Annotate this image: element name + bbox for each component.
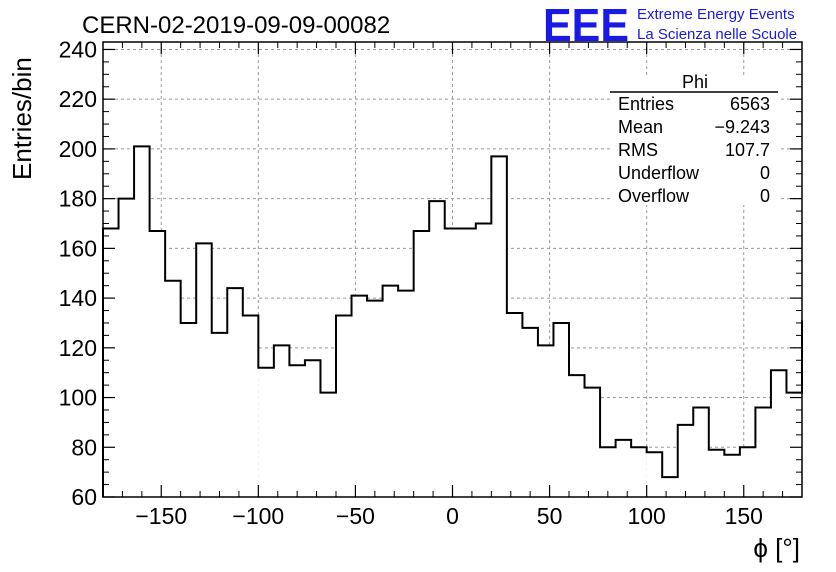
histogram-bin xyxy=(708,449,725,497)
histogram-outline xyxy=(102,145,803,497)
stats-value: 6563 xyxy=(730,94,770,114)
stats-label: Mean xyxy=(618,117,663,137)
x-tick-label: −50 xyxy=(336,503,375,529)
x-tick-label: 150 xyxy=(725,503,763,529)
stats-box-title: Phi xyxy=(682,72,708,92)
histogram-bin xyxy=(460,228,476,497)
histogram-bin xyxy=(367,300,383,497)
histogram-bin xyxy=(475,223,492,497)
stats-label: Entries xyxy=(618,94,674,114)
x-tick-label: 50 xyxy=(537,503,563,529)
x-tick-label: −100 xyxy=(232,503,284,529)
x-tick-label: 100 xyxy=(627,503,665,529)
histogram-bin xyxy=(273,345,290,497)
histogram-bin xyxy=(304,360,321,497)
y-tick-label: 140 xyxy=(59,285,97,311)
histogram-bin xyxy=(739,447,756,497)
stats-label: Underflow xyxy=(618,163,700,183)
histogram-bin xyxy=(258,367,274,497)
histogram-bin xyxy=(289,365,305,497)
stats-value: −9.243 xyxy=(714,117,770,137)
eee-logo: EEE Extreme Energy Events La Scienza nel… xyxy=(543,0,797,51)
y-tick-label: 180 xyxy=(59,186,97,212)
histogram-bin xyxy=(149,230,166,498)
y-tick-label: 60 xyxy=(71,484,97,510)
histogram-bin xyxy=(786,392,802,497)
histogram-bin xyxy=(491,156,507,497)
y-tick-label: 120 xyxy=(59,335,97,361)
histogram-bin xyxy=(506,313,523,497)
histogram-bin xyxy=(103,228,119,497)
logo-tagline-2: La Scienza nelle Scuole xyxy=(637,26,797,43)
histogram-bin xyxy=(724,454,740,497)
histogram-bin xyxy=(242,315,259,497)
stats-box: Phi Entries 6563 Mean −9.243 RMS 107.7 Underflo… xyxy=(610,72,778,206)
y-tick-label: 200 xyxy=(59,136,97,162)
histogram-bin xyxy=(413,230,430,498)
x-tick-label: 0 xyxy=(446,503,459,529)
histogram-bin xyxy=(615,439,632,497)
run-title: CERN-02-2019-09-09-00082 xyxy=(82,12,390,39)
y-axis-label: Entries/bin xyxy=(7,57,37,180)
histogram-bin xyxy=(662,477,678,497)
histogram-bin xyxy=(755,407,771,497)
y-tick-label: 240 xyxy=(59,36,97,62)
stats-label: RMS xyxy=(618,140,658,160)
histogram-bin xyxy=(336,315,352,497)
histogram-bin xyxy=(429,201,445,498)
stats-value: 0 xyxy=(760,163,770,183)
histogram-bin xyxy=(569,375,585,497)
histogram-bin xyxy=(382,285,399,497)
stats-value: 0 xyxy=(760,186,770,206)
histogram-bin xyxy=(553,322,569,497)
stats-value: 107.7 xyxy=(725,140,770,160)
histogram-bin xyxy=(398,290,414,497)
histogram-bin xyxy=(227,288,243,497)
histogram-bin xyxy=(196,243,212,497)
histogram-bin xyxy=(134,146,150,498)
y-tick-label: 80 xyxy=(71,434,97,460)
y-tick-label: 100 xyxy=(59,385,97,411)
histogram-bin xyxy=(600,447,616,497)
x-tick-label: −150 xyxy=(135,503,187,529)
histogram-bin xyxy=(693,407,709,497)
y-tick-label: 160 xyxy=(59,235,97,261)
histogram-bin xyxy=(320,392,336,497)
histogram-bin xyxy=(444,228,461,497)
histogram-bin xyxy=(770,370,787,497)
histogram-bin xyxy=(631,447,647,497)
histogram-bin xyxy=(211,332,228,497)
histogram-bin xyxy=(165,280,181,497)
histogram-bin xyxy=(584,387,601,497)
histogram-bin xyxy=(646,452,663,497)
histogram-bin xyxy=(351,295,368,497)
y-tick-label: 220 xyxy=(59,86,97,112)
histogram-bin xyxy=(537,345,554,497)
histogram-bin xyxy=(118,198,135,497)
histogram-bin xyxy=(522,327,538,497)
axes: −150 −100 −50 0 50 100 150 60 80 100 120 140 160 180 2… xyxy=(59,36,803,529)
stats-label: Overflow xyxy=(618,186,690,206)
histogram-series xyxy=(102,145,803,498)
eee-logo-mark: EEE xyxy=(543,0,629,51)
stats-box-background xyxy=(610,75,778,205)
histogram-bin xyxy=(677,424,694,497)
histogram-bin xyxy=(180,322,197,497)
logo-tagline-1: Extreme Energy Events xyxy=(637,6,795,23)
x-axis-label: ϕ [°] xyxy=(753,533,800,563)
